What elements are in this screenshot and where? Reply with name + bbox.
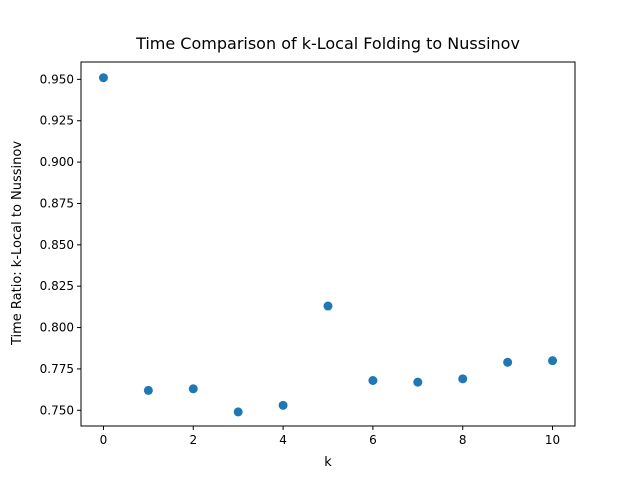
data-point xyxy=(143,385,153,395)
x-axis-label: k xyxy=(324,455,332,470)
data-point xyxy=(233,407,243,417)
data-point xyxy=(98,73,108,83)
data-point xyxy=(278,400,288,410)
y-tick-label: 0.900 xyxy=(40,155,74,169)
data-point xyxy=(323,301,333,311)
y-axis: 0.750 0.775 0.800 0.825 0.850 0.875 0.900 0.925… xyxy=(40,72,81,417)
data-point xyxy=(368,376,378,385)
x-tick-label: 0 xyxy=(100,433,108,447)
y-tick-label: 0.925 xyxy=(40,114,74,128)
data-point xyxy=(548,356,558,366)
data-point xyxy=(188,384,198,394)
data-point xyxy=(503,357,513,367)
x-tick-label: 4 xyxy=(279,433,287,447)
y-tick-label: 0.875 xyxy=(40,196,74,210)
y-axis-label: Time Ratio: k-Local to Nussinov xyxy=(10,141,25,346)
x-tick-label: 10 xyxy=(545,433,560,447)
x-tick-label: 2 xyxy=(189,433,197,447)
y-tick-label: 0.950 xyxy=(40,72,74,86)
plot-frame xyxy=(80,61,576,427)
x-tick-label: 6 xyxy=(369,433,377,447)
chart-title: Time Comparison of k-Local Folding to Nu… xyxy=(135,34,520,53)
y-tick-label: 0.775 xyxy=(40,362,74,376)
data-point xyxy=(413,377,423,387)
y-tick-label: 0.800 xyxy=(40,321,74,335)
x-tick-label: 8 xyxy=(459,433,467,447)
plot-area-border xyxy=(80,61,576,427)
data-points xyxy=(98,73,558,417)
y-tick-label: 0.850 xyxy=(40,238,74,252)
y-tick-label: 0.750 xyxy=(40,403,74,417)
data-point xyxy=(458,374,468,384)
y-tick-label: 0.825 xyxy=(40,279,74,293)
x-axis: 0 2 4 6 8 10 xyxy=(100,426,560,447)
